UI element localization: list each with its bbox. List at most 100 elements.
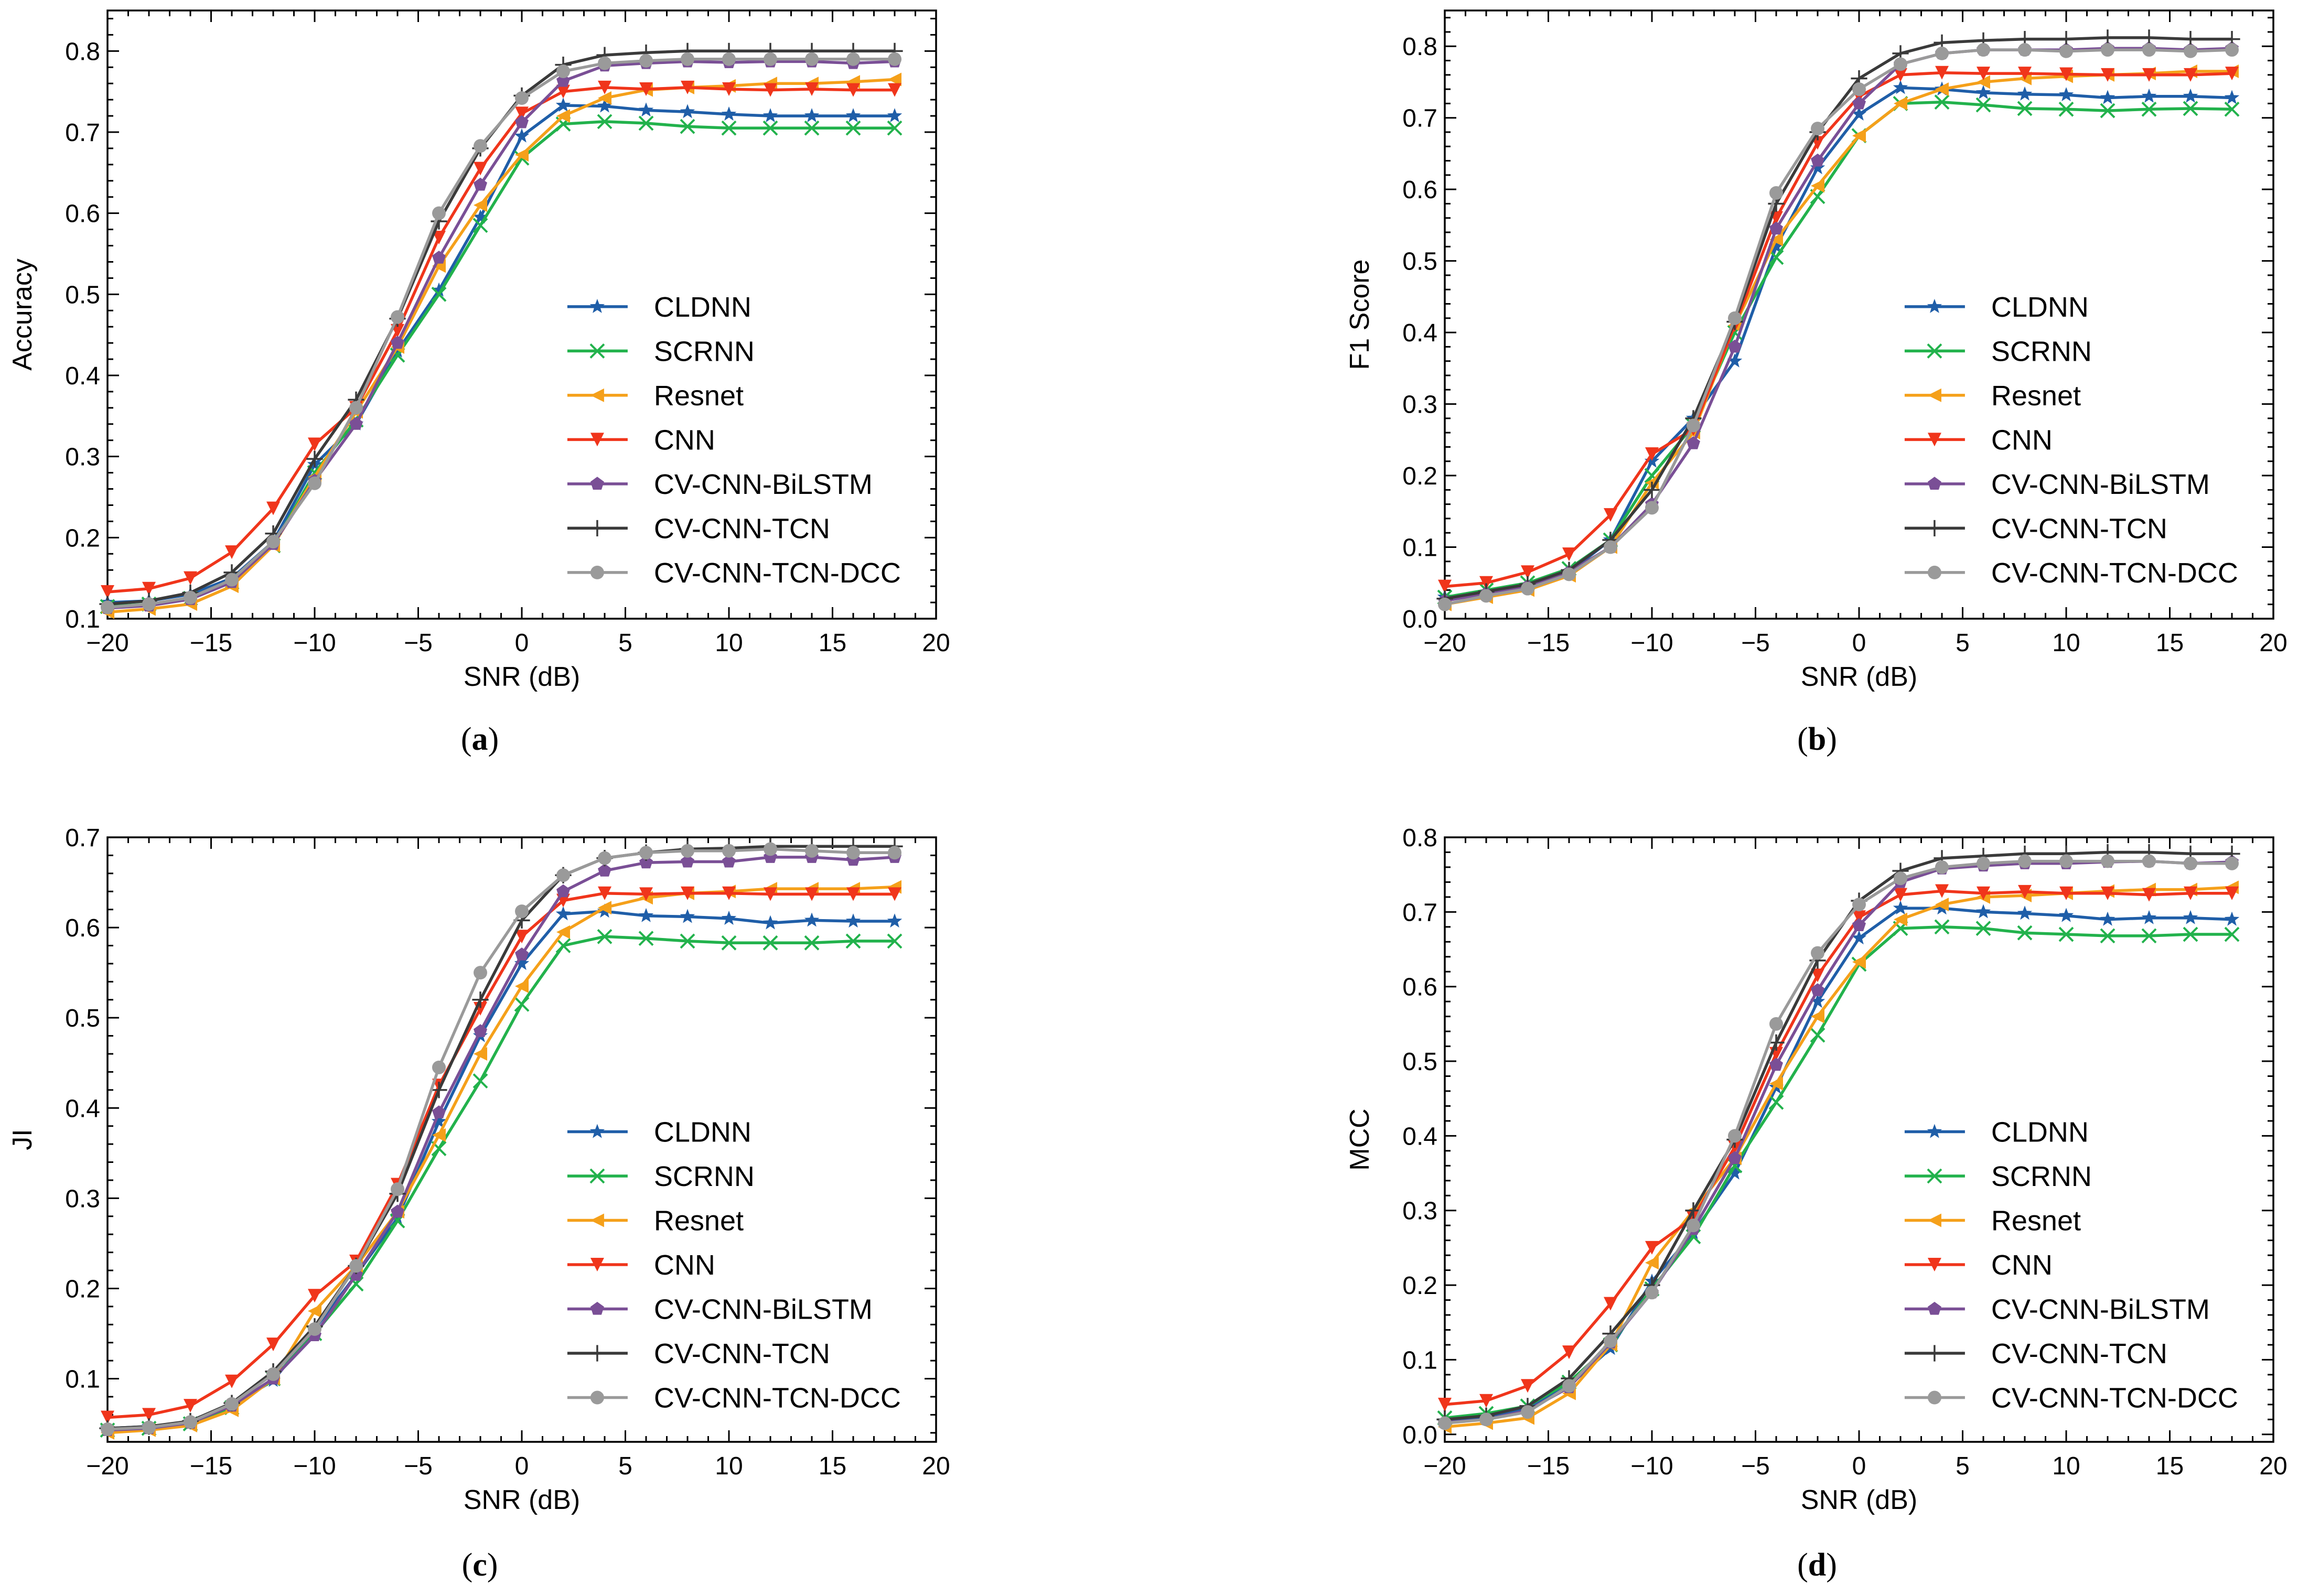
legend-label: CLDNN	[1991, 292, 2089, 323]
legend-label: CV-CNN-TCN	[654, 513, 830, 544]
data-point	[2059, 67, 2073, 81]
data-point	[1977, 67, 1990, 81]
x-tick-label: −20	[86, 1452, 128, 1480]
data-point	[1935, 46, 1949, 60]
data-point	[1851, 106, 1867, 121]
data-point	[1852, 910, 1866, 924]
data-point	[680, 909, 695, 923]
data-point	[1438, 1416, 1452, 1430]
data-point	[515, 930, 529, 944]
data-point	[1604, 508, 1617, 522]
data-point	[1851, 930, 1867, 945]
legend-entry-cv-cnn-bilstm: CV-CNN-BiLSTM	[1904, 469, 2210, 500]
data-point	[1810, 994, 1825, 1008]
data-point	[1975, 921, 1991, 936]
data-point	[1562, 567, 1576, 581]
x-tick-label: 5	[618, 1452, 632, 1480]
data-point	[515, 148, 529, 162]
data-point	[598, 901, 611, 915]
data-point	[431, 1082, 447, 1098]
y-tick-label: 0.2	[65, 524, 100, 552]
data-point	[764, 83, 777, 97]
data-point	[514, 956, 530, 970]
panel-caption: (a)	[461, 721, 499, 757]
data-point	[1521, 581, 1534, 596]
data-point	[225, 573, 239, 587]
data-point	[101, 1410, 114, 1425]
data-point	[308, 476, 321, 490]
data-point	[473, 1073, 488, 1089]
y-tick-label: 0.6	[65, 200, 100, 228]
x-tick-label: 0	[1852, 1452, 1866, 1480]
panel-caption: (d)	[1797, 1547, 1837, 1583]
legend-entry-resnet: Resnet	[567, 380, 744, 412]
x-tick-label: −15	[190, 1452, 232, 1480]
legend-label: CV-CNN-TCN-DCC	[1991, 557, 2238, 589]
data-point	[2225, 43, 2239, 57]
legend-label: CNN	[654, 1249, 715, 1281]
legend-marker	[1927, 477, 1941, 490]
data-point	[2141, 88, 2157, 103]
data-point	[598, 56, 611, 70]
legend-label: CV-CNN-BiLSTM	[1991, 1294, 2210, 1325]
data-point	[2101, 43, 2114, 57]
data-point	[2142, 43, 2156, 57]
data-point	[2100, 90, 2116, 104]
data-point	[888, 887, 901, 901]
data-point	[1562, 547, 1576, 562]
series-line-resnet	[107, 885, 895, 1435]
data-point	[431, 286, 447, 302]
data-point	[349, 1259, 363, 1273]
data-point	[142, 1408, 156, 1422]
legend: CLDNN SCRNN Resnet CNN CV-CNN-BiLSTM CV-CNN-T…	[567, 1117, 901, 1414]
data-point	[1645, 1241, 1659, 1255]
legend-entry-scrnn: SCRNN	[567, 1161, 755, 1192]
data-point	[680, 118, 695, 134]
data-point	[2059, 44, 2073, 58]
data-point	[1894, 912, 1907, 926]
data-point	[1687, 1218, 1700, 1233]
data-point	[721, 120, 737, 136]
data-point	[1728, 339, 1742, 353]
data-point	[2100, 103, 2116, 118]
data-point	[805, 82, 819, 96]
data-point	[804, 935, 820, 951]
y-tick-label: 0.2	[65, 1275, 100, 1303]
series-line-cv-cnn-tcn	[1444, 850, 2232, 1421]
x-tick-label: 5	[1956, 629, 1970, 657]
y-tick-label: 0.3	[65, 444, 100, 471]
legend-marker	[590, 1390, 604, 1405]
data-point	[2018, 67, 2032, 81]
data-point	[556, 884, 570, 898]
legend-marker	[590, 565, 604, 579]
data-point	[2225, 856, 2239, 870]
data-point	[473, 209, 488, 224]
data-point	[681, 52, 694, 66]
legend-label: CV-CNN-TCN	[654, 1338, 830, 1369]
legend-entry-cv-cnn-bilstm: CV-CNN-BiLSTM	[1904, 1294, 2210, 1325]
x-tick-label: −5	[1741, 629, 1770, 657]
data-point	[391, 1182, 404, 1196]
data-point	[805, 52, 819, 66]
legend-entry-cv-cnn-tcn: CV-CNN-TCN	[567, 513, 830, 544]
data-point	[474, 966, 487, 980]
data-point	[681, 80, 694, 94]
data-point	[2058, 926, 2074, 942]
legend-entry-cldnn: CLDNN	[567, 1117, 751, 1148]
y-tick-label: 0.5	[65, 1005, 100, 1032]
data-point	[432, 206, 446, 220]
data-point	[472, 991, 489, 1008]
data-point	[1521, 565, 1534, 579]
legend: CLDNN SCRNN Resnet CNN CV-CNN-BiLSTM CV-CNN-T…	[1904, 1117, 2238, 1414]
legend-marker	[590, 1213, 604, 1227]
data-point	[887, 120, 903, 136]
x-tick-label: −20	[86, 629, 128, 657]
y-tick-label: 0.7	[65, 824, 100, 852]
data-point	[391, 336, 404, 349]
data-point	[2018, 43, 2032, 57]
data-point	[639, 846, 653, 860]
series-cnn	[1438, 884, 2239, 1411]
legend-marker	[1927, 299, 1942, 313]
legend-marker	[1927, 388, 1941, 402]
legend-entry-resnet: Resnet	[1904, 1205, 2081, 1237]
